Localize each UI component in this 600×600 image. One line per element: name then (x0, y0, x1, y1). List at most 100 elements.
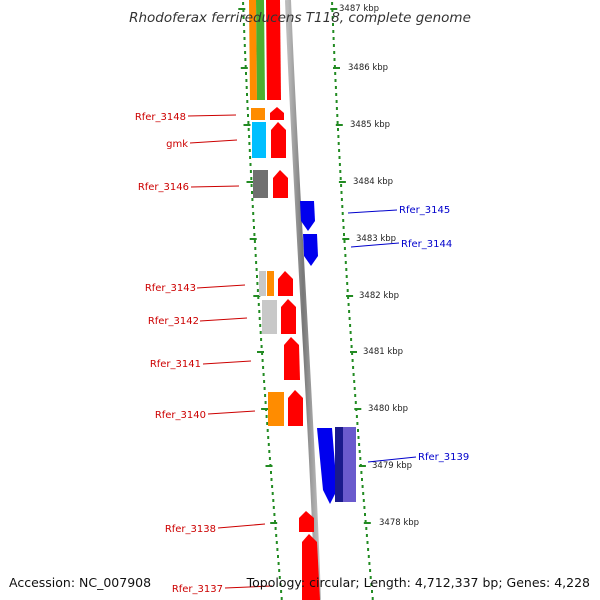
inner-tick-mark (249, 238, 257, 240)
gene-rfer3138[interactable] (299, 511, 314, 532)
gene-label-gmk[interactable]: gmk (166, 139, 188, 150)
inner-dotted-arc-dot (260, 338, 263, 341)
inner-dotted-arc-dot (259, 331, 262, 334)
inner-dotted-arc-dot (280, 590, 283, 593)
outer-dotted-arc-dot (359, 457, 362, 460)
inner-dotted-arc-dot (271, 485, 274, 488)
inner-dotted-arc-dot (246, 100, 249, 103)
outer-dotted-arc-dot (345, 275, 348, 278)
gene-gmk-cog[interactable] (252, 122, 266, 158)
outer-dotted-arc-dot (369, 576, 372, 579)
outer-dotted-arc-dot (340, 184, 343, 187)
inner-tick-mark (257, 351, 264, 353)
outer-dotted-arc-dot (370, 583, 373, 586)
outer-dotted-arc-dot (340, 198, 343, 201)
gene-rfer3145[interactable] (300, 201, 315, 231)
gene-top-green[interactable] (256, 0, 265, 100)
leader-line (217, 523, 266, 529)
gene-label-rfer3148[interactable]: Rfer_3148 (135, 112, 186, 123)
outer-dotted-arc-dot (344, 261, 347, 264)
outer-dotted-arc-dot (369, 569, 372, 572)
outer-dotted-arc-dot (366, 541, 369, 544)
outer-dotted-arc-dot (331, 2, 334, 5)
inner-dotted-arc-dot (267, 436, 270, 439)
inner-dotted-arc-dot (262, 366, 265, 369)
gene-rfer3143-cog-b[interactable] (267, 271, 274, 296)
outer-dotted-arc-dot (333, 51, 336, 54)
gene-label-rfer3139[interactable]: Rfer_3139 (418, 452, 469, 463)
inner-dotted-arc-dot (278, 569, 281, 572)
gene-label-rfer3138[interactable]: Rfer_3138 (165, 524, 216, 535)
inner-dotted-arc-dot (253, 240, 256, 243)
outer-dotted-arc-dot (341, 212, 344, 215)
outer-dotted-arc-dot (335, 93, 338, 96)
inner-dotted-arc-dot (271, 492, 274, 495)
outer-dotted-arc-dot (335, 107, 338, 110)
gene-rfer3140[interactable] (288, 390, 303, 426)
gene-rfer3142[interactable] (281, 299, 296, 334)
inner-dotted-arc-dot (243, 30, 246, 33)
gene-rfer3139-c[interactable] (343, 427, 356, 502)
gene-gmk[interactable] (271, 122, 286, 158)
inner-dotted-arc-dot (248, 135, 251, 138)
gene-label-rfer3140[interactable]: Rfer_3140 (155, 410, 206, 421)
gene-rfer3146[interactable] (273, 170, 288, 198)
gene-rfer3146-cog[interactable] (253, 170, 268, 198)
outer-dotted-arc-dot (361, 485, 364, 488)
inner-dotted-arc-dot (255, 268, 258, 271)
outer-dotted-arc-dot (368, 562, 371, 565)
inner-dotted-arc-dot (246, 107, 249, 110)
inner-dotted-arc-dot (259, 324, 262, 327)
gene-label-rfer3143[interactable]: Rfer_3143 (145, 283, 196, 294)
kbp-ticks: 3487 kbp 3486 kbp 3485 kbp 3484 kbp 3483… (339, 4, 419, 528)
gene-label-rfer3145[interactable]: Rfer_3145 (399, 205, 450, 216)
gene-rfer3139-b[interactable] (335, 427, 343, 502)
kbp-tick-label: 3479 kbp (372, 461, 412, 471)
leader-line (347, 209, 398, 214)
genome-title: Rhodoferax ferrireducens T118, complete … (129, 10, 471, 26)
gene-rfer3143-cog-a[interactable] (259, 271, 266, 296)
dotted-reference-arcs (238, 2, 374, 600)
outer-tick-mark (346, 295, 354, 297)
outer-dotted-arc-dot (355, 415, 358, 418)
inner-tick-mark (243, 124, 251, 126)
outer-dotted-arc-dot (341, 205, 344, 208)
outer-tick-mark (333, 67, 340, 69)
inner-dotted-arc-dot (257, 296, 260, 299)
outer-dotted-arc-dot (347, 303, 350, 306)
inner-dotted-arc-dot (250, 177, 253, 180)
gene-rfer3141[interactable] (284, 337, 300, 380)
gene-rfer3143[interactable] (278, 271, 293, 296)
inner-dotted-arc-dot (274, 527, 277, 530)
gene-rfer3142-cog[interactable] (262, 300, 277, 334)
gene-label-rfer3144[interactable]: Rfer_3144 (401, 239, 452, 250)
gene-label-rfer3137[interactable]: Rfer_3137 (172, 584, 223, 595)
outer-dotted-arc-dot (360, 471, 363, 474)
gene-rfer3140-cog[interactable] (268, 392, 284, 426)
inner-dotted-arc-dot (266, 422, 269, 425)
gene-top-orange[interactable] (249, 0, 257, 100)
gene-rfer3148[interactable] (270, 107, 284, 120)
gene-rfer3144[interactable] (303, 234, 318, 266)
gene-top-red[interactable] (266, 0, 281, 100)
gene-label-rfer3141[interactable]: Rfer_3141 (150, 359, 201, 370)
outer-dotted-arc-dot (342, 226, 345, 229)
gene-label-rfer3146[interactable]: Rfer_3146 (138, 182, 189, 193)
gene-rfer3139-a[interactable] (317, 428, 337, 504)
inner-dotted-arc-dot (248, 142, 251, 145)
inner-dotted-arc-dot (251, 198, 254, 201)
outer-dotted-arc-dot (350, 345, 353, 348)
inner-dotted-arc-dot (250, 184, 253, 187)
gene-label-rfer3142[interactable]: Rfer_3142 (148, 316, 199, 327)
inner-dotted-arc-dot (252, 219, 255, 222)
inner-dotted-arc-dot (263, 387, 266, 390)
outer-dotted-arc-dot (337, 135, 340, 138)
kbp-tick-label: 3480 kbp (368, 404, 408, 414)
gene-rfer3137[interactable] (302, 534, 320, 600)
kbp-tick-label: 3486 kbp (348, 63, 388, 73)
inner-dotted-arc-dot (265, 415, 268, 418)
inner-dotted-arc-dot (272, 499, 275, 502)
gene-rfer3148-cog[interactable] (251, 108, 265, 120)
outer-tick-mark (354, 408, 362, 410)
outer-dotted-arc-dot (371, 597, 374, 600)
